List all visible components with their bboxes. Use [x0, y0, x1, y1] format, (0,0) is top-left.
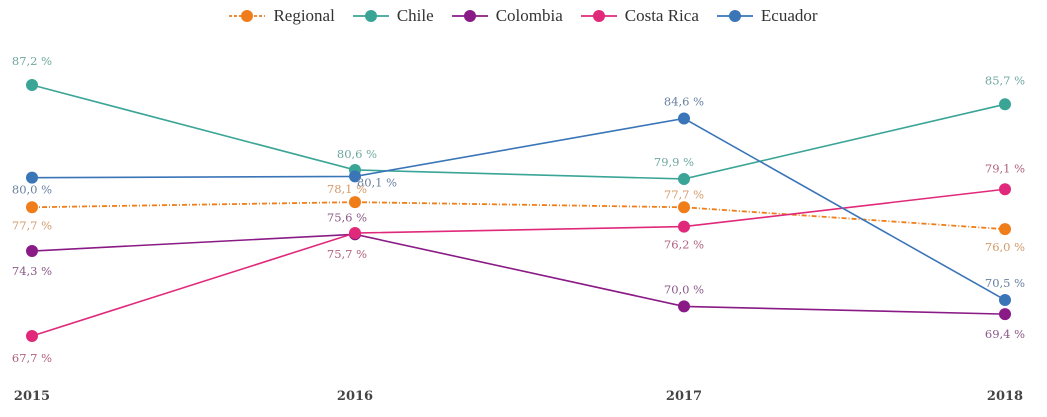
point-costa-rica-2016 [349, 227, 361, 240]
point-costa-rica-2015 [26, 330, 38, 342]
data-label-colombia-2017: 70,0 % [664, 282, 704, 296]
data-label-ecuador-2016: 80,1 % [357, 175, 397, 189]
point-regional-2017 [678, 201, 690, 214]
legend-swatch-icon [716, 10, 753, 22]
x-tick-label: 2017 [666, 389, 702, 404]
legend-label: Colombia [495, 6, 563, 25]
data-label-chile-2015: 87,2 % [12, 54, 52, 68]
data-label-regional-2015: 77,7 % [12, 218, 52, 232]
data-label-colombia-2016: 75,6 % [327, 210, 367, 224]
x-tick-label: 2016 [337, 389, 373, 404]
series-line-chile [31, 84, 1006, 180]
data-label-chile-2017: 79,9 % [654, 155, 694, 169]
point-colombia-2015 [26, 245, 38, 258]
point-chile-2018 [999, 98, 1011, 111]
legend-swatch-icon [451, 10, 488, 22]
series-line-colombia [31, 233, 1006, 315]
series-line-ecuador [31, 117, 1006, 301]
legend-swatch-icon [352, 10, 389, 22]
point-regional-2018 [999, 223, 1011, 236]
legend-label: Ecuador [760, 6, 818, 25]
point-regional-2016 [349, 196, 361, 209]
legend-item-regional: Regional [229, 6, 335, 26]
data-label-colombia-2015: 74,3 % [12, 264, 52, 278]
data-label-colombia-2018: 69,4 % [985, 327, 1025, 341]
data-label-ecuador-2015: 80,0 % [12, 183, 52, 197]
point-costa-rica-2018 [999, 183, 1011, 196]
data-label-costa-rica-2016: 75,7 % [327, 247, 367, 261]
point-chile-2017 [678, 172, 690, 185]
legend-item-ecuador: Ecuador [716, 6, 818, 26]
legend-label: Regional [273, 6, 335, 25]
legend-swatch-icon [580, 10, 617, 22]
legend-item-costa-rica: Costa Rica [580, 6, 699, 26]
legend-label: Chile [396, 6, 434, 25]
point-ecuador-2016 [349, 170, 361, 183]
data-label-costa-rica-2017: 76,2 % [664, 238, 704, 252]
point-ecuador-2015 [26, 171, 38, 184]
data-label-chile-2018: 85,7 % [985, 73, 1025, 87]
point-colombia-2018 [999, 308, 1011, 321]
point-ecuador-2018 [999, 293, 1011, 306]
series-line-costa-rica [31, 188, 1006, 337]
legend-swatch-icon [229, 10, 266, 22]
point-ecuador-2017 [678, 112, 690, 125]
data-label-regional-2016: 78,1 % [327, 182, 367, 196]
point-costa-rica-2017 [678, 220, 690, 233]
legend-item-chile: Chile [352, 6, 434, 26]
legend-label: Costa Rica [624, 6, 699, 25]
x-tick-label: 2015 [14, 389, 50, 404]
data-label-chile-2016: 80,6 % [337, 147, 377, 161]
point-regional-2015 [26, 201, 38, 214]
x-tick-label: 2018 [987, 389, 1023, 404]
legend-item-colombia: Colombia [451, 6, 563, 26]
point-chile-2015 [26, 79, 38, 91]
data-label-costa-rica-2018: 79,1 % [985, 161, 1025, 175]
data-label-ecuador-2017: 84,6 % [664, 94, 704, 108]
data-label-regional-2017: 77,7 % [664, 187, 704, 201]
data-label-ecuador-2018: 70,5 % [985, 276, 1025, 290]
series-line-regional [31, 201, 1006, 231]
point-colombia-2017 [678, 300, 690, 313]
data-label-regional-2018: 76,0 % [985, 240, 1025, 254]
legend: Regional Chile Colombia Costa Rica Ecuador [0, 6, 1047, 26]
data-label-costa-rica-2015: 67,7 % [12, 351, 52, 365]
